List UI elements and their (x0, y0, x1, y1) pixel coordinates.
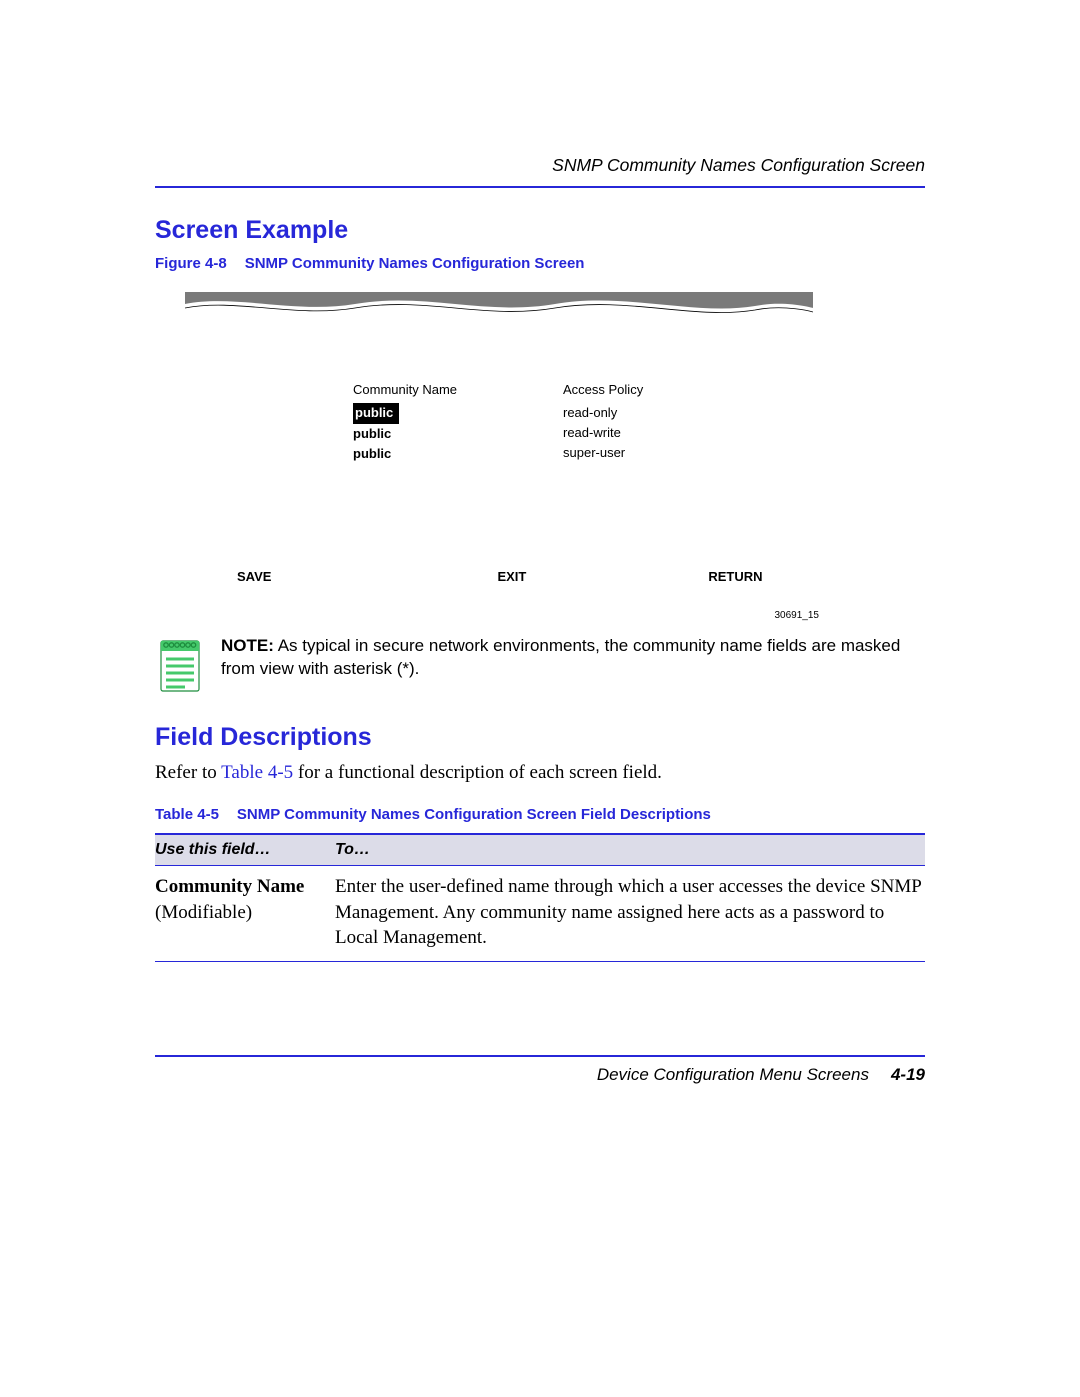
figure-title: SNMP Community Names Configuration Scree… (245, 255, 585, 272)
figure-label: Figure 4-8 (155, 255, 227, 272)
footer-text: Device Configuration Menu Screens (597, 1065, 869, 1084)
table-label: Table 4-5 (155, 806, 219, 823)
table-row: read-only (563, 403, 773, 423)
refer-paragraph: Refer to Table 4-5 for a functional desc… (155, 762, 925, 784)
terminal-columns: Community Name public public public Acce… (353, 382, 773, 464)
screen-example-heading: Screen Example (155, 216, 925, 245)
table-row: super-user (563, 443, 773, 463)
community-name-column: Community Name public public public (353, 382, 563, 464)
table-crossref-link[interactable]: Table 4-5 (221, 762, 293, 783)
figure-caption: Figure 4-8 SNMP Community Names Configura… (155, 255, 925, 272)
terminal-exit-label: EXIT (497, 569, 526, 584)
access-policy-column: Access Policy read-only read-write super… (563, 382, 773, 464)
col-header-use-this-field: Use this field… (155, 834, 335, 866)
table-row: public (353, 424, 563, 444)
table-caption: Table 4-5 SNMP Community Names Configurat… (155, 806, 925, 823)
page-number: 4-19 (891, 1065, 925, 1084)
note-text: NOTE: As typical in secure network envir… (221, 635, 925, 681)
col-header-access-policy: Access Policy (563, 382, 773, 397)
field-name: Community Name (155, 876, 304, 897)
terminal-return-label: RETURN (708, 569, 762, 584)
field-descriptions-table: Use this field… To… Community Name (Modi… (155, 833, 925, 962)
field-description-cell: Enter the user-defined name through whic… (335, 866, 925, 962)
table-row: public (353, 444, 563, 464)
note-block: NOTE: As typical in secure network envir… (155, 635, 925, 695)
col-header-community-name: Community Name (353, 382, 563, 397)
running-header: SNMP Community Names Configuration Scree… (155, 155, 925, 176)
field-qualifier: (Modifiable) (155, 902, 252, 923)
note-label: NOTE: (221, 636, 274, 655)
terminal-save-label: SAVE (237, 569, 271, 584)
community-name-selected: public (353, 403, 399, 424)
note-icon (155, 635, 205, 695)
para-pre: Refer to (155, 762, 221, 783)
table-title: SNMP Community Names Configuration Scree… (237, 806, 711, 823)
para-post: for a functional description of each scr… (293, 762, 662, 783)
top-rule (155, 186, 925, 188)
table-row: read-write (563, 423, 773, 443)
table-row: public (353, 403, 563, 424)
terminal-screenshot: Community Name public public public Acce… (179, 294, 819, 604)
note-body: As typical in secure network environment… (221, 636, 900, 678)
footer-rule (155, 1055, 925, 1057)
page-footer: Device Configuration Menu Screens 4-19 (155, 1055, 925, 1085)
col-header-to: To… (335, 834, 925, 866)
field-name-cell: Community Name (Modifiable) (155, 866, 335, 962)
table-row: Community Name (Modifiable) Enter the us… (155, 866, 925, 962)
figure-ref-id: 30691_15 (155, 610, 819, 621)
field-descriptions-heading: Field Descriptions (155, 723, 925, 752)
